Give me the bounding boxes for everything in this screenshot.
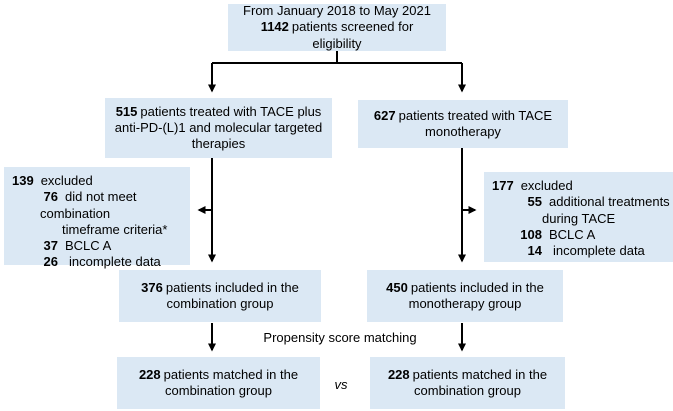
reason-count: 108: [520, 226, 542, 242]
excluded-reason-continuation: timeframe criteria*: [10, 222, 186, 238]
excluded-line: 177 excluded: [490, 178, 669, 194]
reason-text: BCLC A: [65, 238, 112, 253]
screening-box-line1: From January 2018 to May 2021: [243, 3, 431, 19]
combination-matched-box: 228 patients matched in the combination g…: [117, 357, 320, 409]
excluded-reason: 55 additional treatments: [490, 194, 670, 210]
propensity-matching-label: Propensity score matching: [263, 330, 417, 345]
reason-text: timeframe criteria*: [62, 221, 168, 237]
reason-text: combination: [40, 205, 111, 221]
monotherapy-included-count: 450: [386, 279, 408, 295]
combination-included-line: 376 patients included in the combination …: [127, 280, 313, 313]
screening-box: From January 2018 to May 2021 1142 patien…: [228, 3, 446, 52]
combination-arm-line: 515 patients treated with TACE plus anti-…: [113, 104, 324, 153]
excluded-reason: 14 incomplete data: [490, 243, 669, 259]
excluded-reason: 76 did not meet: [10, 189, 186, 205]
excluded-count: 139: [12, 173, 34, 188]
reason-count: 14: [527, 243, 542, 258]
reason-count: 37: [43, 238, 58, 253]
monotherapy-matched-count: 228: [387, 366, 410, 382]
excluded-reason: 37 BCLC A: [10, 238, 186, 254]
excluded-line: 139 excluded: [10, 173, 186, 189]
excluded-count: 177: [492, 178, 514, 193]
combination-arm-text: patients treated with TACE plus anti-PD-…: [114, 103, 323, 152]
excluded-reason: 108 BCLC A: [490, 227, 669, 243]
combination-matched-count: 228: [138, 366, 161, 382]
excluded-text: excluded: [520, 178, 573, 193]
monotherapy-arm-box: 627 patients treated with TACE monotherap…: [358, 100, 568, 148]
monotherapy-matched-line: 228 patients matched in the combination g…: [378, 367, 557, 400]
reason-text: BCLC A: [549, 226, 596, 242]
excluded-reason: 26 incomplete data: [10, 254, 186, 270]
monotherapy-arm-text: patients treated with TACE monotherapy: [398, 107, 553, 139]
monotherapy-included-line: 450 patients included in the monotherapy …: [375, 280, 555, 313]
monotherapy-arm-count: 627: [373, 107, 396, 123]
screening-box-line2: 1142 patients screened for eligibility: [236, 19, 438, 52]
screening-text: patients screened for eligibility: [291, 19, 414, 51]
excluded-reason-continuation: combination: [10, 206, 186, 222]
monotherapy-matched-text: patients matched in the combination grou…: [412, 366, 548, 398]
screening-count: 1142: [260, 19, 289, 35]
combination-arm-count: 515: [115, 103, 138, 119]
combination-included-count: 376: [141, 279, 163, 295]
excluded-text: excluded: [40, 173, 93, 188]
excluded-reason-continuation: during TACE: [490, 211, 669, 227]
reason-text: incomplete data: [553, 243, 645, 258]
combination-excluded-box: 139 excluded 76 did not meet combination t…: [4, 167, 190, 269]
monotherapy-arm-line: 627 patients treated with TACE monotherap…: [366, 108, 560, 141]
monotherapy-included-text: patients included in the monotherapy gro…: [408, 279, 544, 311]
reason-count: 26: [43, 254, 58, 270]
combination-matched-line: 228 patients matched in the combination g…: [125, 367, 312, 400]
vs-label: vs: [334, 377, 348, 392]
monotherapy-excluded-box: 177 excluded 55 additional treatments duri…: [484, 172, 673, 262]
monotherapy-matched-box: 228 patients matched in the combination g…: [370, 357, 565, 409]
reason-count: 76: [43, 189, 58, 205]
reason-text: additional treatments: [549, 194, 670, 210]
reason-count: 55: [527, 194, 542, 210]
combination-matched-text: patients matched in the combination grou…: [163, 366, 299, 398]
reason-text: during TACE: [542, 210, 616, 226]
reason-text: incomplete data: [69, 254, 161, 270]
monotherapy-included-box: 450 patients included in the monotherapy …: [367, 270, 563, 322]
combination-included-text: patients included in the combination gro…: [165, 279, 299, 311]
combination-arm-box: 515 patients treated with TACE plus anti-…: [105, 98, 332, 158]
reason-text: did not meet: [65, 189, 137, 205]
combination-included-box: 376 patients included in the combination …: [119, 270, 321, 322]
